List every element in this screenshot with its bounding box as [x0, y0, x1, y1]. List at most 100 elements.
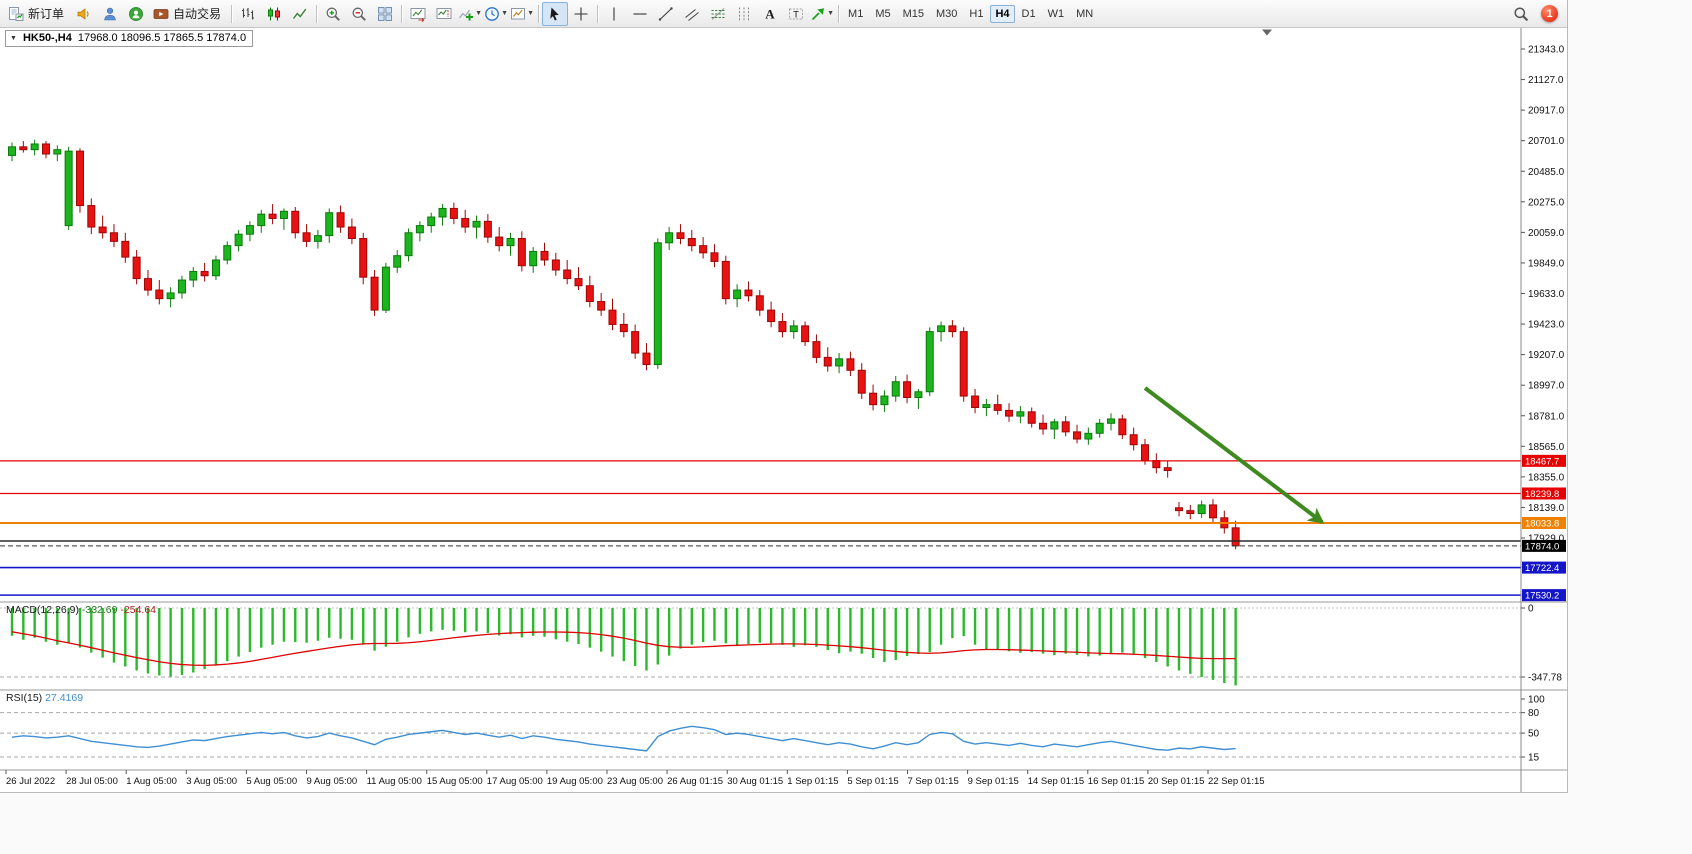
- toolbar-separator: [231, 4, 233, 23]
- autoscroll-icon: [410, 7, 426, 22]
- linechart-icon: [292, 8, 307, 19]
- timeframe-h4[interactable]: H4: [990, 4, 1015, 23]
- level-lines: [0, 460, 1521, 596]
- toolbar-buttons: 新订单 自动交易 ▼ ▼ ▼ A T ▼ M1 M5 M15 M30 H1 H4 D1 W1 MN: [4, 1, 1099, 26]
- channel-button[interactable]: [679, 2, 705, 26]
- svg-text:17530.2: 17530.2: [1525, 591, 1559, 602]
- horn-icon: [77, 7, 89, 20]
- trend-arrow-annotation[interactable]: [1143, 386, 1325, 524]
- price-axis[interactable]: 21343.0 21127.0 20917.0 20701.0 20485.0 20275…: [1521, 45, 1566, 764]
- timeframe-m5[interactable]: M5: [875, 7, 891, 20]
- svg-text:21127.0: 21127.0: [1528, 75, 1564, 86]
- label-icon: T: [789, 8, 804, 20]
- vline-icon: [613, 7, 615, 20]
- timeframe-m30[interactable]: M30: [936, 7, 958, 20]
- svg-text:18565.0: 18565.0: [1528, 442, 1565, 453]
- svg-text:18781.0: 18781.0: [1528, 411, 1565, 422]
- zoom-in-button[interactable]: [320, 2, 346, 26]
- collapse-icon[interactable]: ▼: [10, 34, 17, 42]
- svg-text:0: 0: [1528, 604, 1534, 615]
- chart-symbol: HK50-,H4: [22, 32, 72, 44]
- vertical-line-button[interactable]: [601, 2, 627, 26]
- svg-text:18239.8: 18239.8: [1525, 489, 1559, 500]
- rsi-pane: RSI(15) 27.4169: [6, 692, 1236, 752]
- svg-text:20059.0: 20059.0: [1528, 228, 1565, 239]
- chart-title-box[interactable]: ▼ HK50-,H4 17968.0 18096.5 17865.5 17874…: [5, 30, 254, 47]
- crosshair-icon: [574, 7, 588, 20]
- toolbar-separator: [838, 4, 840, 23]
- chart-ohlc: 17968.0 18096.5 17865.5 17874.0: [77, 32, 247, 44]
- chart-window: MACD(12,26,9) -332.69 -254.64 RSI(15) 27.…: [0, 28, 1567, 792]
- chart-shift-button[interactable]: [431, 2, 457, 26]
- timeframe-h1[interactable]: H1: [969, 7, 984, 20]
- cycle-lines-button[interactable]: [731, 2, 757, 26]
- search-button[interactable]: [1508, 2, 1534, 26]
- horizontal-line-button[interactable]: [627, 2, 653, 26]
- candlestick-chart-button[interactable]: [261, 2, 287, 26]
- arrows-button[interactable]: ▼: [809, 2, 835, 26]
- svg-text:19 Aug 05:00: 19 Aug 05:00: [547, 776, 603, 787]
- svg-text:20917.0: 20917.0: [1528, 106, 1565, 117]
- timeframe-mn[interactable]: MN: [1076, 7, 1094, 20]
- timeframe-d1[interactable]: D1: [1021, 7, 1036, 20]
- svg-text:15: 15: [1528, 753, 1540, 764]
- autotrading-button[interactable]: 自动交易: [149, 2, 228, 26]
- dropdown-caret-icon: ▼: [501, 10, 508, 17]
- tile-windows-button[interactable]: [372, 2, 398, 26]
- templates-button[interactable]: ▼: [509, 2, 535, 26]
- macd-label: MACD(12,26,9) -332.69 -254.64: [6, 604, 156, 616]
- svg-text:9 Aug 05:00: 9 Aug 05:00: [307, 776, 358, 787]
- new-order-button[interactable]: 新订单: [4, 2, 71, 26]
- svg-text:-347.78: -347.78: [1528, 673, 1562, 684]
- svg-text:3 Aug 05:00: 3 Aug 05:00: [186, 776, 237, 787]
- svg-text:7 Sep 01:15: 7 Sep 01:15: [908, 776, 959, 787]
- svg-text:22 Sep 01:15: 22 Sep 01:15: [1208, 776, 1265, 787]
- svg-text:18139.0: 18139.0: [1528, 503, 1565, 514]
- toolbar-separator: [316, 4, 318, 23]
- bar-chart-button[interactable]: [235, 2, 261, 26]
- fibonacci-button[interactable]: [705, 2, 731, 26]
- svg-text:19207.0: 19207.0: [1528, 350, 1565, 361]
- channel-icon: [685, 8, 699, 21]
- zoom-out-button[interactable]: [346, 2, 372, 26]
- svg-text:T: T: [793, 9, 799, 20]
- svg-text:17 Aug 05:00: 17 Aug 05:00: [487, 776, 543, 787]
- user-icon: [104, 7, 116, 20]
- svg-text:1 Sep 01:15: 1 Sep 01:15: [787, 776, 838, 787]
- trendline-icon: [658, 6, 673, 21]
- autotrade-icon: [153, 8, 169, 19]
- toolbar-separator: [597, 4, 599, 23]
- auto-scroll-button[interactable]: [405, 2, 431, 26]
- macd-pane: MACD(12,26,9) -332.69 -254.64: [6, 604, 1237, 686]
- crosshair-button[interactable]: [568, 2, 594, 26]
- cursor-button[interactable]: [542, 1, 569, 26]
- svg-text:1 Aug 05:00: 1 Aug 05:00: [126, 776, 177, 787]
- svg-text:21343.0: 21343.0: [1528, 45, 1565, 56]
- line-chart-button[interactable]: [287, 2, 313, 26]
- svg-text:80: 80: [1528, 708, 1540, 719]
- periods-button[interactable]: ▼: [483, 2, 509, 26]
- timeframe-w1[interactable]: W1: [1047, 7, 1065, 20]
- timeframe-m15[interactable]: M15: [902, 7, 924, 20]
- svg-text:9 Sep 01:15: 9 Sep 01:15: [968, 776, 1019, 787]
- notification-badge[interactable]: 1: [1541, 5, 1558, 22]
- text-button[interactable]: A: [757, 2, 783, 26]
- timeframe-m1[interactable]: M1: [848, 7, 864, 20]
- zoom-in-icon: [326, 7, 340, 21]
- profile-button[interactable]: [97, 2, 123, 26]
- rsi-label: RSI(15) 27.4169: [6, 692, 83, 704]
- svg-text:5 Aug 05:00: 5 Aug 05:00: [246, 776, 297, 787]
- time-axis[interactable]: 26 Jul 2022 28 Jul 05:00 1 Aug 05:00 3 Aug …: [5, 770, 1265, 787]
- chart-canvas[interactable]: MACD(12,26,9) -332.69 -254.64 RSI(15) 27.…: [0, 28, 1567, 792]
- support-button[interactable]: [123, 2, 149, 26]
- text-label-button[interactable]: T: [783, 2, 809, 26]
- svg-text:17722.4: 17722.4: [1525, 563, 1559, 574]
- dropdown-caret-icon: ▼: [527, 10, 534, 17]
- toolbar: 新订单 自动交易 ▼ ▼ ▼ A T ▼ M1 M5 M15 M30 H1 H4 D1 W1 MN 1: [0, 0, 1567, 28]
- alerts-button[interactable]: [71, 2, 97, 26]
- app-window: 新订单 自动交易 ▼ ▼ ▼ A T ▼ M1 M5 M15 M30 H1 H4 D1 W1 MN 1 MACD…: [0, 0, 1568, 793]
- svg-text:18033.8: 18033.8: [1525, 518, 1559, 529]
- indicators-button[interactable]: ▼: [457, 2, 483, 26]
- trendline-button[interactable]: [653, 2, 679, 26]
- fibo-icon: [711, 7, 725, 20]
